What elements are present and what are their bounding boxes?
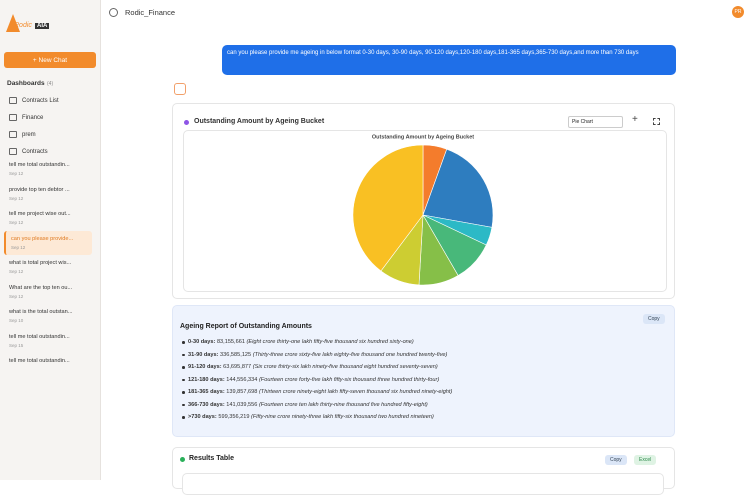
report-words: (Fifty-nine crore ninety-three lakh fift… (251, 414, 434, 420)
chat-title: tell me total outstandin... (9, 162, 70, 168)
excel-button[interactable]: Excel (634, 455, 657, 465)
dashboards-count: (4) (47, 81, 54, 87)
report-amount: 141,039,556 (226, 401, 258, 408)
results-dot (180, 457, 185, 462)
back-button[interactable] (109, 8, 118, 17)
chat-date: Sep 15 (9, 342, 24, 348)
chat-date: Sep 12 (9, 293, 24, 299)
dashboards-title: Dashboards (7, 80, 45, 87)
results-table (182, 473, 664, 495)
dashboard-item[interactable]: Contracts (9, 148, 48, 155)
report-words: (Eight crore thirty-one lakh fifty-five … (246, 339, 414, 345)
chat-item[interactable]: what is total project wis... Sep 12 (4, 255, 90, 279)
sidebar: Rodic AIA + New Chat Dashboards (4) Cont… (0, 0, 101, 480)
bot-icon (174, 83, 186, 95)
report-words: (Six crore thirty-six lakh ninety-five t… (252, 364, 438, 370)
report-item: 0-30 days: 83,155,661 (Eight crore thirt… (182, 339, 414, 345)
add-button[interactable]: + (632, 114, 638, 125)
chart-card-title: Outstanding Amount by Ageing Bucket (194, 118, 325, 125)
report-amount: 139,857,698 (226, 389, 258, 395)
dashboard-icon (9, 131, 17, 138)
chat-item[interactable]: tell me total outstandin... Sep 12 (4, 157, 90, 181)
dashboard-icon (9, 114, 17, 121)
chat-title: tell me total outstandin... (9, 333, 70, 340)
dashboard-label: prem (22, 131, 36, 138)
logo-text: Rodic (14, 22, 32, 29)
report-item: 366-730 days: 141,039,556 (Fourteen cror… (182, 401, 428, 408)
dashboard-item[interactable]: Finance (9, 114, 43, 121)
report-card (172, 305, 675, 437)
report-words: (Thirty-three crore sixty-five lakh eigh… (252, 351, 448, 358)
chat-date: Sep 10 (9, 318, 24, 323)
chat-title: tell me project wise out... (9, 211, 71, 217)
dashboard-label: Contracts List (22, 97, 59, 104)
dashboard-item[interactable]: prem (9, 131, 36, 138)
chart-dot (184, 120, 189, 125)
report-label: 181-365 days: (188, 389, 225, 395)
user-message: can you please provide me ageing in belo… (222, 45, 676, 75)
workspace-name[interactable]: Rodic_Finance (125, 8, 176, 17)
dashboard-icon (9, 97, 17, 104)
results-title: Results Table (189, 455, 234, 462)
report-label: 366-730 days: (188, 401, 225, 408)
chat-title: tell me total outstandin... (9, 358, 70, 364)
chat-title: provide top ten debtor ... (9, 186, 70, 193)
chat-title: What are the top ten ou... (9, 284, 73, 291)
report-item: >730 days: 599,356,219 (Fifty-nine crore… (182, 414, 434, 420)
report-words: (Thirteen crore ninety-eight lakh fifty-… (258, 389, 453, 395)
dashboard-label: Contracts (22, 148, 48, 155)
chart-type-select[interactable]: Pie Chart (568, 116, 623, 128)
chat-item[interactable]: tell me total outstandin... Sep 15 (4, 329, 90, 353)
report-item: 181-365 days: 139,857,698 (Thirteen cror… (181, 389, 453, 395)
report-amount: 63,695,877 (223, 364, 252, 370)
results-copy-button[interactable]: Copy (605, 455, 627, 465)
chat-item[interactable]: can you please provide... Sep 12 (4, 230, 92, 255)
report-words: (Fourteen crore forty-five lakh fifty-si… (258, 376, 440, 383)
chat-date: Sep 12 (9, 269, 24, 274)
dashboard-item[interactable]: Contracts List (9, 97, 59, 104)
chat-item[interactable]: What are the top ten ou... Sep 12 (4, 280, 90, 304)
pie-chart: Outstanding Amount by Ageing Bucket (352, 134, 494, 286)
chat-title: can you please provide... (11, 235, 74, 242)
chat-item[interactable]: tell me total outstandin... (4, 353, 90, 377)
report-label: 31-90 days: (188, 351, 219, 358)
report-label: >730 days: (188, 414, 217, 420)
chat-date: Sep 12 (9, 171, 24, 176)
report-amount: 83,155,661 (216, 339, 245, 345)
report-amount: 144,556,334 (226, 376, 258, 383)
chat-item[interactable]: tell me project wise out... Sep 12 (4, 206, 90, 230)
pie-slice (352, 144, 424, 272)
report-label: 0-30 days: (188, 339, 216, 345)
expand-button[interactable] (653, 118, 660, 125)
report-item: 91-120 days: 63,695,877 (Six crore thirt… (182, 364, 438, 370)
report-title: Ageing Report of Outstanding Amounts (180, 323, 312, 330)
chat-item[interactable]: what is the total outstan... Sep 10 (4, 304, 90, 328)
chat-item[interactable]: provide top ten debtor ... Sep 12 (4, 182, 90, 206)
chat-date: Sep 12 (11, 244, 26, 250)
report-words: (Fourteen crore ten lakh thirty-nine tho… (258, 401, 428, 408)
chat-title: what is total project wis... (9, 260, 72, 266)
chat-date: Sep 12 (9, 195, 24, 201)
chat-title: what is the total outstan... (9, 309, 73, 315)
report-label: 91-120 days: (188, 364, 222, 370)
avatar[interactable]: PR (732, 6, 744, 18)
dashboard-label: Finance (22, 114, 44, 121)
chat-date: Sep 12 (9, 220, 24, 225)
pie-slice (422, 148, 494, 228)
copy-button[interactable]: Copy (643, 314, 665, 324)
report-item: 31-90 days: 336,585,125 (Thirty-three cr… (181, 351, 448, 358)
report-item: 121-180 days: 144,556,334 (Fourteen cror… (181, 376, 440, 383)
new-chat-button[interactable]: + New Chat (4, 52, 96, 68)
report-amount: 599,356,219 (218, 414, 250, 420)
pie-title: Outstanding Amount by Ageing Bucket (372, 134, 474, 140)
logo-sub: AIA (35, 23, 50, 29)
dashboard-icon (9, 148, 17, 155)
report-amount: 336,585,125 (220, 351, 252, 358)
report-label: 121-180 days: (188, 376, 225, 383)
